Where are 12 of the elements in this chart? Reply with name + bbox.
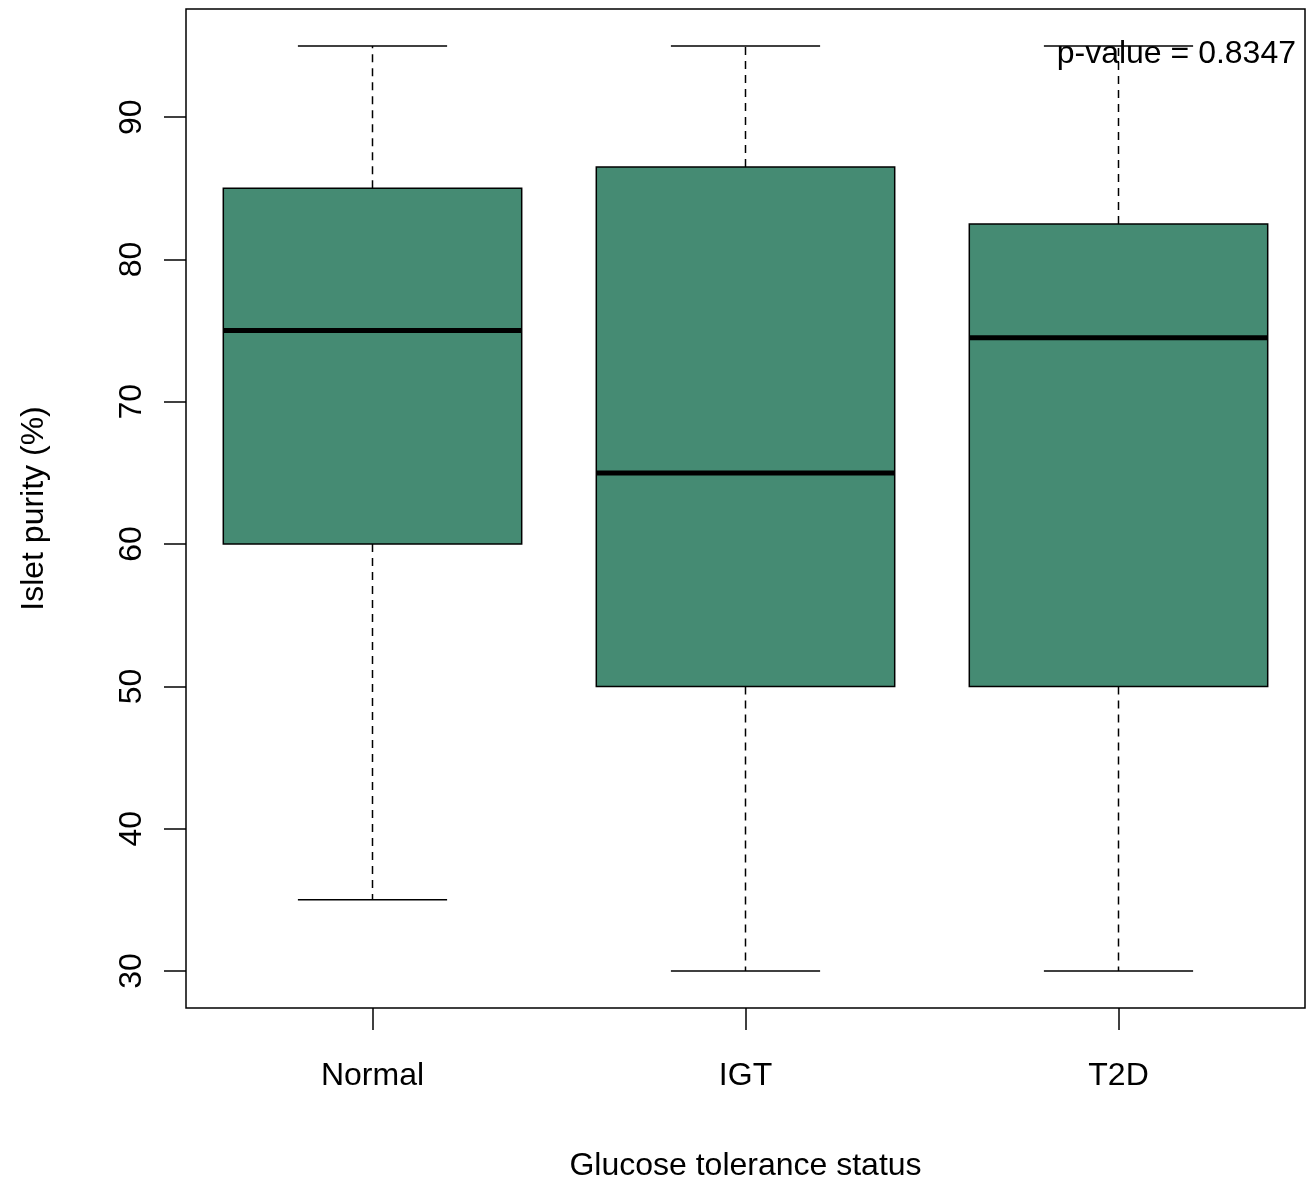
x-tick-label: IGT: [718, 1056, 773, 1092]
x-axis-title: Glucose tolerance status: [569, 1146, 922, 1182]
y-tick-label: 70: [112, 383, 148, 420]
y-tick-label: 60: [112, 526, 148, 562]
x-tick-label: T2D: [1088, 1056, 1149, 1092]
y-tick-label: 90: [112, 99, 148, 135]
y-tick-label: 30: [112, 953, 148, 989]
y-axis-title: Islet purity (%): [14, 406, 50, 611]
y-tick-label: 80: [112, 241, 148, 278]
y-tick-label: 50: [112, 668, 148, 705]
y-tick-label: 40: [112, 810, 148, 847]
x-tick-label: Normal: [320, 1056, 425, 1092]
